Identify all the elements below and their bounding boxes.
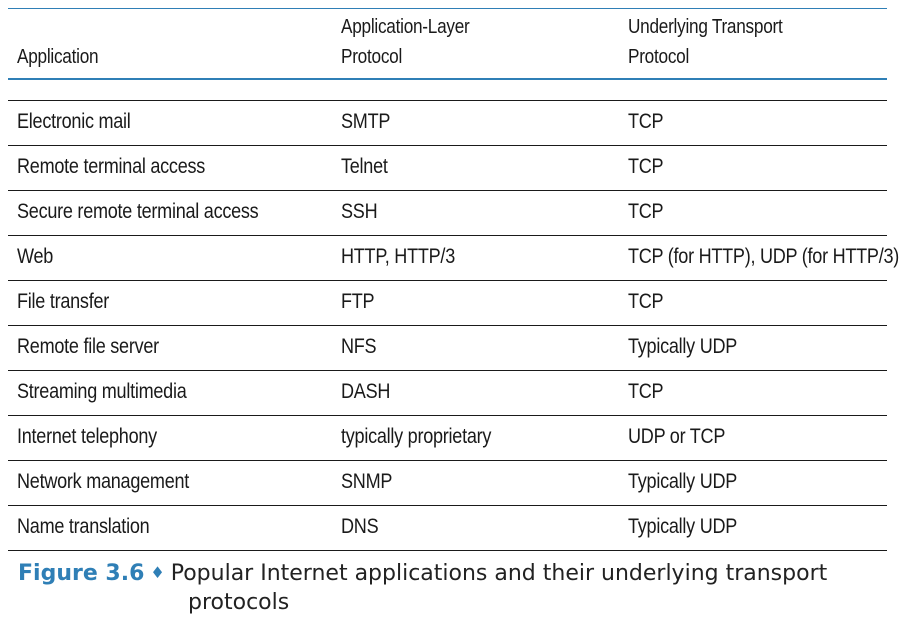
cell-application: Web <box>17 245 54 268</box>
cell-transport: Typically UDP <box>628 515 738 538</box>
diamond-icon: ♦ <box>150 563 165 582</box>
table-header-spacer <box>8 80 887 101</box>
table-row: Remote terminal access Telnet TCP <box>8 146 887 191</box>
cell-protocol: SSH <box>341 200 378 223</box>
cell-application: Name translation <box>17 515 150 538</box>
protocol-table: Application Application-Layer Protocol U… <box>8 8 899 551</box>
header-application: Application <box>17 42 99 72</box>
table-row: Streaming multimedia DASH TCP <box>8 371 887 416</box>
cell-protocol: typically proprietary <box>341 425 492 448</box>
cell-application: Electronic mail <box>17 110 131 133</box>
table-header-rule <box>8 78 887 80</box>
cell-application: Remote terminal access <box>17 155 206 178</box>
table-row: Electronic mail SMTP TCP <box>8 101 887 146</box>
cell-protocol: DASH <box>341 380 391 403</box>
table-row: Internet telephony typically proprietary U… <box>8 416 887 461</box>
cell-application: Network management <box>17 470 190 493</box>
table-row: Name translation DNS Typically UDP <box>8 506 887 551</box>
cell-transport: TCP <box>628 155 664 178</box>
cell-application: Secure remote terminal access <box>17 200 259 223</box>
table-row: File transfer FTP TCP <box>8 281 887 326</box>
cell-application: Internet telephony <box>17 425 157 448</box>
cell-application: Streaming multimedia <box>17 380 187 403</box>
cell-transport: TCP <box>628 290 664 313</box>
caption-text-line1: Popular Internet applications and their … <box>170 561 828 586</box>
caption-text-line2: protocols <box>188 590 290 615</box>
cell-transport: TCP (for HTTP), UDP (for HTTP/3) <box>628 245 900 268</box>
header-app-protocol: Application-Layer Protocol <box>341 12 470 72</box>
header-app-protocol-line1: Application-Layer <box>341 16 470 38</box>
cell-protocol: FTP <box>341 290 375 313</box>
cell-transport: TCP <box>628 380 664 403</box>
cell-transport: Typically UDP <box>628 335 738 358</box>
cell-application: File transfer <box>17 290 109 313</box>
table-top-rule <box>8 8 887 9</box>
table-body: Electronic mail SMTP TCP Remote terminal ac… <box>8 101 899 551</box>
table-row: Web HTTP, HTTP/3 TCP (for HTTP), UDP (for … <box>8 236 899 281</box>
header-app-protocol-line2: Protocol <box>341 46 403 68</box>
figure-label: Figure 3.6 <box>18 561 145 586</box>
cell-protocol: DNS <box>341 515 379 538</box>
cell-protocol: SMTP <box>341 110 391 133</box>
header-transport: Underlying Transport Protocol <box>628 12 783 72</box>
header-transport-line1: Underlying Transport <box>628 16 783 38</box>
cell-protocol: SNMP <box>341 470 393 493</box>
cell-transport: Typically UDP <box>628 470 738 493</box>
table-row: Remote file server NFS Typically UDP <box>8 326 887 371</box>
cell-protocol: Telnet <box>341 155 388 178</box>
cell-transport: TCP <box>628 200 664 223</box>
cell-protocol: HTTP, HTTP/3 <box>341 245 455 268</box>
header-application-text: Application <box>17 46 99 68</box>
table-header: Application Application-Layer Protocol U… <box>8 9 887 78</box>
table-row: Secure remote terminal access SSH TCP <box>8 191 887 236</box>
cell-transport: UDP or TCP <box>628 425 726 448</box>
cell-protocol: NFS <box>341 335 377 358</box>
cell-application: Remote file server <box>17 335 159 358</box>
header-transport-line2: Protocol <box>628 46 690 68</box>
table-row: Network management SNMP Typically UDP <box>8 461 887 506</box>
figure-caption: Figure 3.6 ♦ Popular Internet applications… <box>18 560 898 617</box>
cell-transport: TCP <box>628 110 664 133</box>
